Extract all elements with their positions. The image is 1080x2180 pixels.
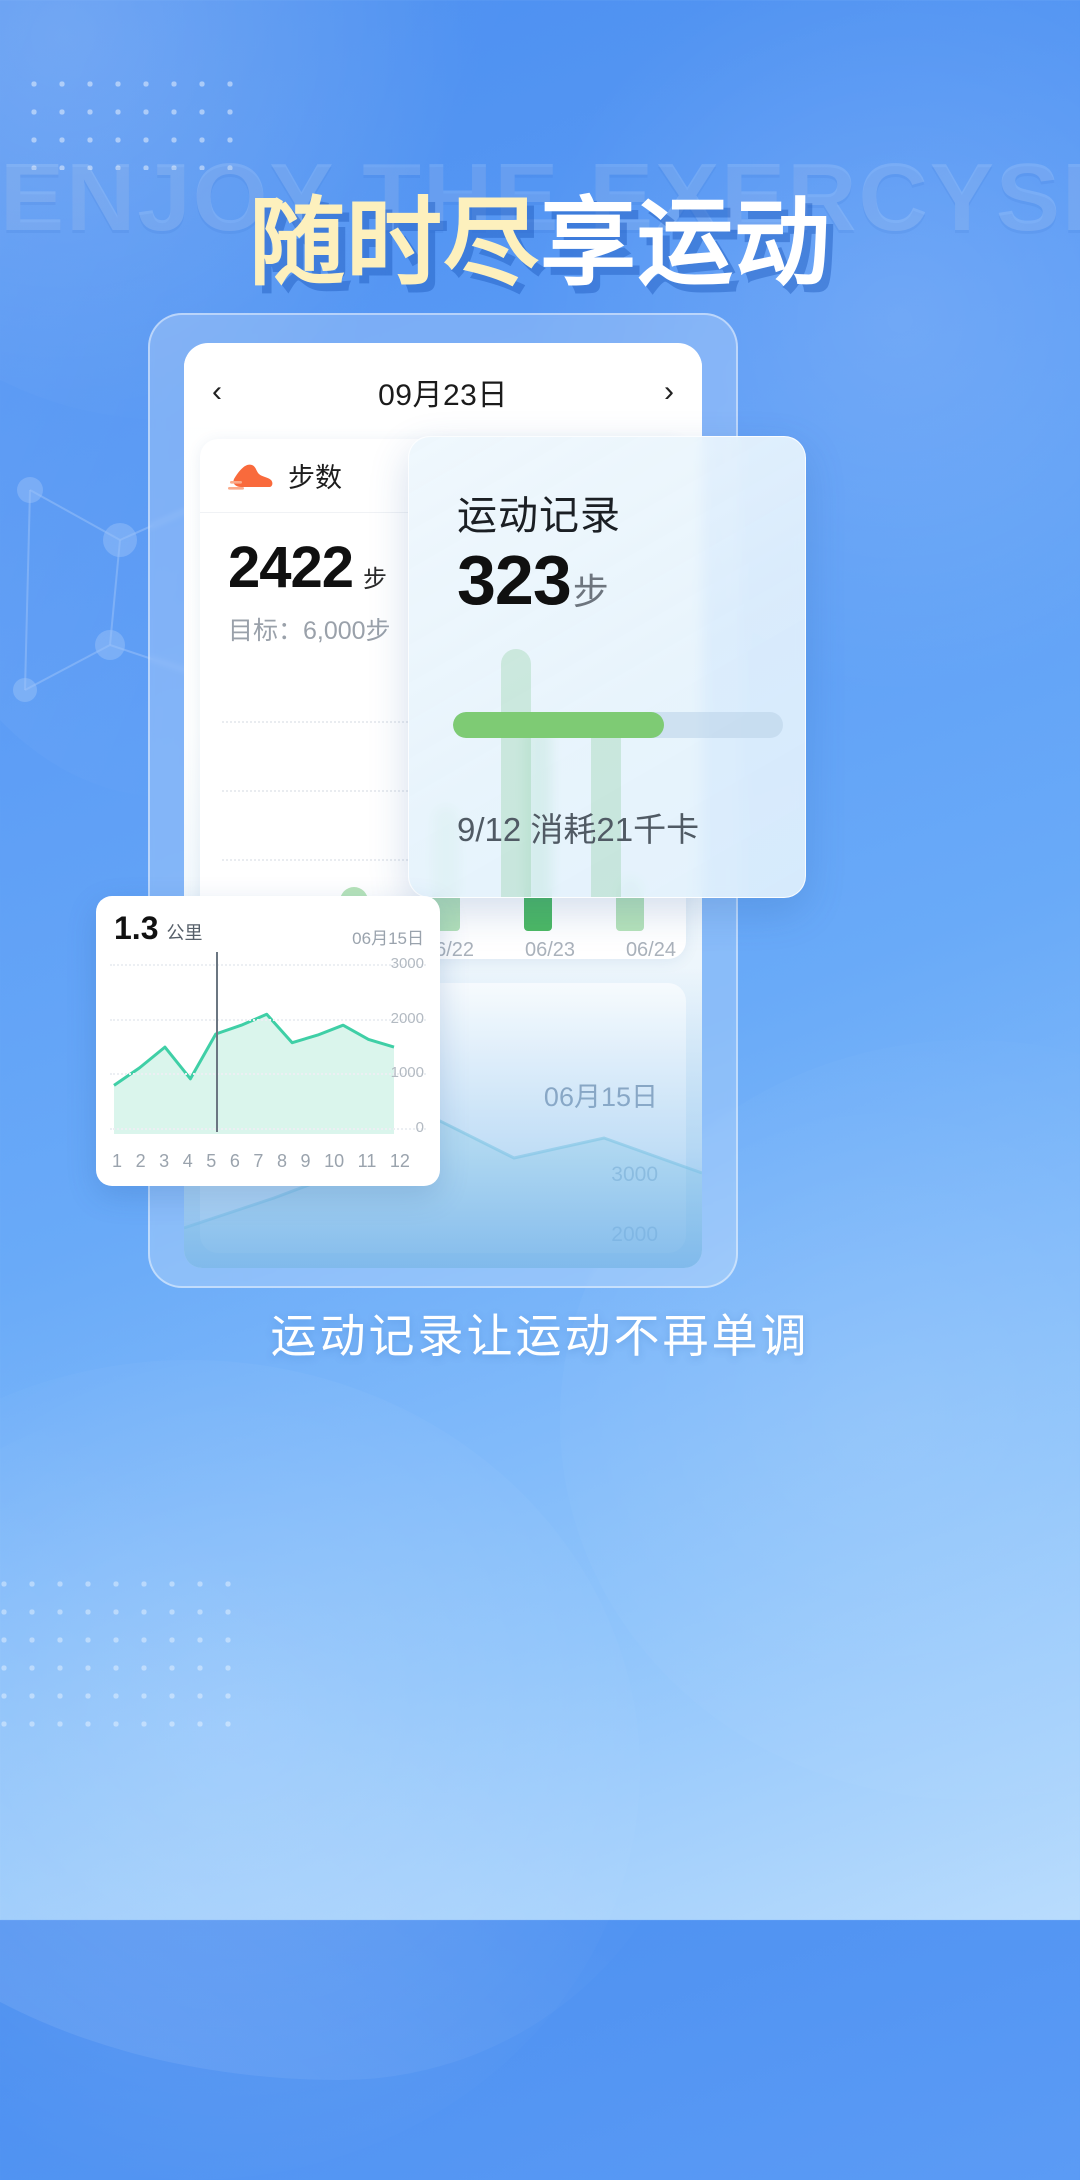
record-card-ghost-bar-2 [591,715,621,897]
line-chart-gridline [110,1128,426,1130]
line-chart-gridline [110,1073,426,1076]
steps-card-title: 步数 [288,463,342,493]
line-chart-xtick-label: 5 [206,1151,217,1171]
steps-goal-label: 目标：6,000步 [228,617,391,645]
line-chart-ytick-label: 0 [415,1119,424,1136]
line-chart-xtick-label: 2 [135,1151,146,1171]
background-blob-bottom-left [0,1360,640,2180]
hero-headline: ENJOY THE EXERCYSE 随时尽享运动 [0,148,1080,296]
record-card-ghost-bar-1 [501,649,531,897]
distance-card-header: 1.3 公里 [114,912,202,945]
background-swoosh-bottom [0,1380,700,2080]
bar-chart-tick-label: 06/24 [625,939,676,959]
next-day-icon[interactable]: › [664,375,674,408]
distance-area-chart: 3000 2000 1000 0 [110,952,426,1136]
line-chart-xtick-label: 3 [159,1151,170,1171]
current-date-label: 09月23日 [378,379,508,412]
line-chart-ytick-label: 3000 [390,955,424,972]
line-chart-ytick-label: 2000 [390,1009,424,1027]
page-title-part2: 享运动 [540,190,831,297]
distance-card-date: 06月15日 [352,929,424,948]
page-title-part1: 随时尽 [249,190,540,297]
exercise-record-card[interactable]: 运动记录 323步 9/12 消耗21千卡 [408,436,806,898]
distance-unit: 公里 [166,923,203,943]
line-chart-cursor[interactable] [215,952,218,1132]
bar-chart-tick-label: 06/23 [524,939,576,959]
page-title: 随时尽享运动 [249,192,831,296]
record-card-progress-fill [453,712,665,738]
line-chart-gridline [110,964,426,966]
line-chart-xtick-label: 8 [276,1151,287,1171]
running-shoe-icon [228,464,273,490]
dot-grid-bottom-left [0,1570,250,1740]
line-chart-ytick-label: 1000 [390,1064,424,1082]
record-card-title: 运动记录 [457,494,621,538]
record-card-value-row: 323步 [457,545,609,615]
distance-value: 1.3 [114,910,159,946]
line-chart-xtick-label: 11 [357,1151,377,1171]
line-chart-xtick-label: 7 [253,1151,264,1171]
steps-unit: 步 [363,566,387,593]
prev-day-icon[interactable]: ‹ [212,375,222,408]
steps-value: 2422 [228,535,354,600]
distance-chart-card[interactable]: 1.3 公里 06月15日 3000 2000 1000 0 1 2 3 4 5 6 7 8 9 10 1… [96,896,440,1186]
record-card-footer: 9/12 消耗21千卡 [457,811,700,848]
line-chart-xtick-label: 12 [389,1151,410,1171]
record-card-unit: 步 [572,571,609,612]
line-chart-xtick-label: 6 [229,1151,240,1171]
record-card-value: 323 [457,541,572,619]
line-chart-xtick-label: 10 [324,1151,345,1171]
line-chart-xtick-label: 1 [112,1151,123,1171]
steps-value-row: 2422 步 [228,539,658,597]
line-chart-xtick-label: 9 [300,1151,311,1171]
footer-caption: 运动记录让运动不再单调 [270,1310,810,1362]
date-navigation-bar: ‹ 09月23日 › [184,357,702,427]
line-chart-gridline [110,1018,426,1021]
distance-chart-xaxis: 1 2 3 4 5 6 7 8 9 10 11 12 [112,1151,410,1172]
record-card-progress-track [453,712,783,738]
hero-ghost-text: ENJOY THE EXERCYSE [0,144,1080,251]
steps-card-body: 2422 步 目标：6,000步 [200,513,686,647]
line-chart-xtick-label: 4 [182,1151,193,1171]
